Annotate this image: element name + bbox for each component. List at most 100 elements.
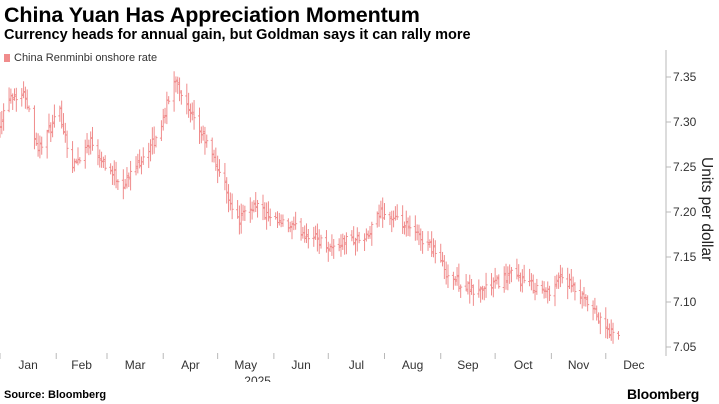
ohlc-bar <box>343 235 347 255</box>
ohlc-bar <box>390 210 394 233</box>
ohlc-bar <box>584 294 588 307</box>
ohlc-bar <box>228 192 232 211</box>
ohlc-bar <box>535 278 539 295</box>
ohlc-bar <box>607 323 611 339</box>
ohlc-bar <box>337 238 341 252</box>
ohlc-bar <box>401 205 405 234</box>
ohlc-bar <box>582 286 586 307</box>
ohlc-bar <box>480 285 484 300</box>
bloomberg-logo: Bloomberg <box>627 386 700 402</box>
ohlc-bar <box>504 263 508 290</box>
ohlc-bar <box>256 199 260 218</box>
ohlc-bar <box>428 239 432 248</box>
ohlc-bar <box>159 120 163 142</box>
ohlc-bar <box>357 231 361 244</box>
x-axis-ticks: Jan Feb Mar Apr May Jun Jul Aug Sep Oct Nov Dec 2025 <box>0 353 645 382</box>
ohlc-bar <box>431 238 435 258</box>
ohlc-bar <box>290 220 294 240</box>
ohlc-bar <box>147 142 151 169</box>
ohlc-bar <box>353 237 357 256</box>
ohlc-bar <box>528 268 532 287</box>
ohlc-bar <box>591 300 595 321</box>
ohlc-bar <box>468 274 472 304</box>
ohlc-bar <box>22 81 26 99</box>
ohlc-bar <box>317 229 321 254</box>
ohlc-bar <box>72 158 76 172</box>
ohlc-bar <box>38 135 42 159</box>
ohlc-bar <box>65 130 69 158</box>
ohlc-bar <box>515 258 519 280</box>
ohlc-bar <box>275 211 279 228</box>
ohlc-bar <box>212 149 216 163</box>
ohlc-bar <box>198 107 202 144</box>
ohlc-bar <box>110 165 114 185</box>
ohlc-bar <box>121 169 125 200</box>
x-tick-label: Jul <box>349 358 364 372</box>
ohlc-bar <box>292 216 296 231</box>
ohlc-bar <box>542 281 546 299</box>
ohlc-bar <box>477 279 481 298</box>
ohlc-bar <box>112 160 116 186</box>
ohlc-bar <box>568 273 572 290</box>
y-tick-label: 7.30 <box>673 115 697 129</box>
y-tick-label: 7.15 <box>673 250 697 264</box>
ohlc-bar <box>459 284 463 298</box>
ohlc-bar <box>174 76 178 93</box>
ohlc-bar <box>248 197 252 223</box>
ohlc-bar <box>0 112 2 138</box>
y-tick-label: 7.35 <box>673 70 697 84</box>
ohlc-bar <box>406 217 410 237</box>
ohlc-bar <box>114 161 118 189</box>
ohlc-bar <box>266 201 270 222</box>
ohlc-bar <box>506 266 510 291</box>
ohlc-bar <box>393 206 397 221</box>
ohlc-bar <box>597 312 601 324</box>
ohlc-bar <box>61 113 65 135</box>
ohlc-bar <box>455 267 459 286</box>
ohlc-bar <box>560 267 564 284</box>
ohlc-bar <box>470 278 474 295</box>
ohlc-bar <box>152 126 156 154</box>
ohlc-bar <box>598 312 602 335</box>
ohlc-bar <box>571 276 575 292</box>
ohlc-bar <box>319 234 323 249</box>
x-tick-label: Aug <box>402 358 423 372</box>
ohlc-bar <box>250 201 254 220</box>
ohlc-bar <box>305 223 309 244</box>
ohlc-bar <box>167 96 171 105</box>
ohlc-bar <box>0 110 4 135</box>
ohlc-bar <box>217 159 221 177</box>
ohlc-bar <box>444 261 448 285</box>
ohlc-bar <box>395 204 399 220</box>
ohlc-bar <box>326 241 330 262</box>
ohlc-bar <box>49 122 53 143</box>
y-tick-label: 7.05 <box>673 340 697 354</box>
ohlc-bar <box>341 233 345 250</box>
ohlc-bar <box>573 282 577 301</box>
x-axis-year-label: 2025 <box>244 374 271 382</box>
ohlc-bar <box>451 271 455 290</box>
ohlc-bar <box>109 163 113 175</box>
ohlc-bar <box>178 77 182 102</box>
ohlc-bar <box>241 204 245 221</box>
ohlc-bar <box>604 307 608 339</box>
ohlc-bar <box>466 281 470 295</box>
ohlc-bar <box>149 139 153 162</box>
ohlc-bar <box>78 157 82 164</box>
ohlc-bar <box>11 93 15 110</box>
ohlc-bar <box>442 255 446 280</box>
ohlc-bar <box>254 192 258 212</box>
ohlc-bar <box>303 225 307 243</box>
chart-title: China Yuan Has Appreciation Momentum <box>4 3 420 27</box>
ohlc-bar <box>493 267 497 289</box>
ohlc-bar <box>71 141 75 173</box>
ohlc-bar <box>60 100 64 129</box>
ohlc-bar <box>611 322 615 344</box>
ohlc-bar <box>491 277 495 298</box>
ohlc-bar <box>51 114 55 138</box>
ohlc-bar <box>236 200 240 219</box>
ohlc-bar <box>294 211 298 230</box>
ohlc-bar <box>421 230 425 254</box>
ohlc-bar <box>368 226 372 239</box>
ohlc-bar <box>330 234 334 256</box>
